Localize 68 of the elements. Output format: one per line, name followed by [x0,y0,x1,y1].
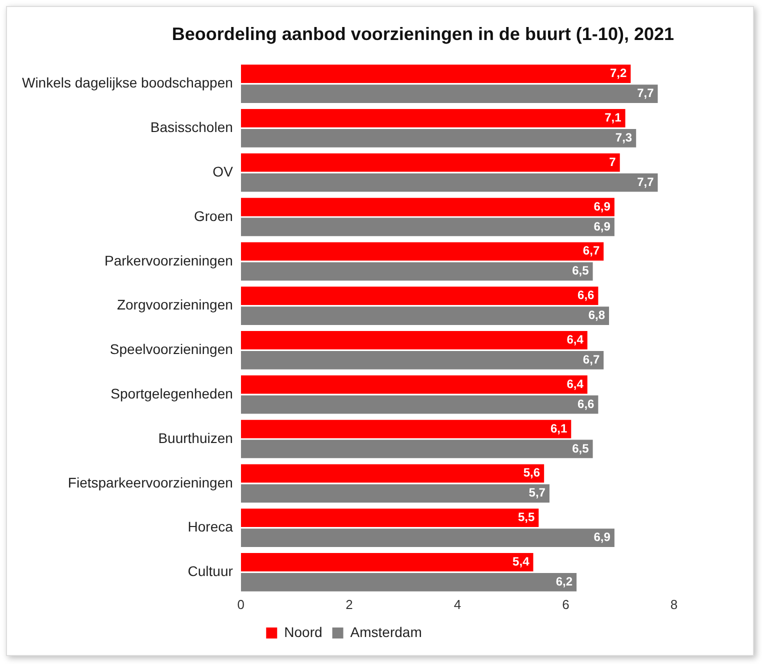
y-tick-label: Fietsparkeervoorzieningen [68,474,233,490]
data-label: 6,6 [578,288,595,302]
data-label: 6,9 [594,219,611,234]
data-label: 7,7 [637,174,654,189]
bar [240,573,577,592]
bar [240,286,598,305]
data-label: 6,9 [594,199,611,214]
bar [240,109,626,128]
chart-title: Beoordeling aanbod voorzieningen in de buurt (1-10), 2021 [172,24,674,44]
data-label: 6,4 [566,332,584,347]
bar [240,484,550,503]
data-label: 6,4 [566,376,584,391]
bar [240,262,593,281]
bar [240,395,598,414]
bar [240,440,593,458]
data-label: 7,7 [637,86,654,100]
bar [240,553,534,572]
data-label: 6,5 [572,264,590,278]
bar [240,420,572,438]
data-label: 5,7 [528,486,546,500]
bar [240,84,658,103]
data-label: 6,6 [578,396,595,411]
data-label: 5,4 [512,554,530,569]
bar [240,331,588,350]
data-label: 7,3 [615,130,632,145]
y-tick-label: Basisscholen [150,119,233,136]
bar [240,64,631,83]
y-tick-label: OV [212,163,234,180]
y-tick-label: Parkervoorzieningen [104,252,233,268]
data-label: 5,5 [518,510,535,524]
data-label: 5,6 [523,466,540,480]
y-tick-label: Groen [194,208,233,224]
y-tick-label: Horeca [188,518,234,535]
bar [240,508,539,527]
y-tick-label: Speelvoorzieningen [110,341,233,358]
bar [240,218,614,236]
y-tick-label: Sportgelegenheden [110,385,233,402]
bar [240,242,604,261]
bar [240,464,544,483]
bar [240,129,636,148]
bar [240,173,658,192]
data-label: 6,8 [588,308,606,322]
legend-label: Noord [284,624,322,640]
data-label: 7,2 [610,66,628,80]
x-tick-label: 2 [346,596,353,612]
bar [240,153,620,172]
bar [240,351,604,370]
y-tick-label: Cultuur [188,563,234,580]
data-label: 7 [609,154,616,169]
y-tick-label: Winkels dagelijkse boodschappen [22,74,233,91]
x-tick-label: 4 [454,596,462,612]
data-label: 6,1 [550,421,568,436]
y-tick-label: Zorgvoorzieningen [116,296,233,313]
bar [240,198,614,216]
y-tick-label: Buurthuizen [158,430,233,446]
x-tick-label: 0 [237,596,245,612]
data-label: 6,7 [582,352,600,367]
x-tick-label: 8 [670,596,678,612]
bar [240,375,588,394]
data-label: 7,1 [604,110,622,125]
data-label: 6,5 [572,441,590,456]
bar [240,306,610,325]
x-tick-label: 6 [562,596,570,612]
data-label: 6,2 [556,574,573,589]
legend-label: Amsterdam [350,624,422,640]
data-label: 6,7 [582,244,600,258]
bar [240,528,614,547]
data-label: 6,9 [594,530,611,544]
